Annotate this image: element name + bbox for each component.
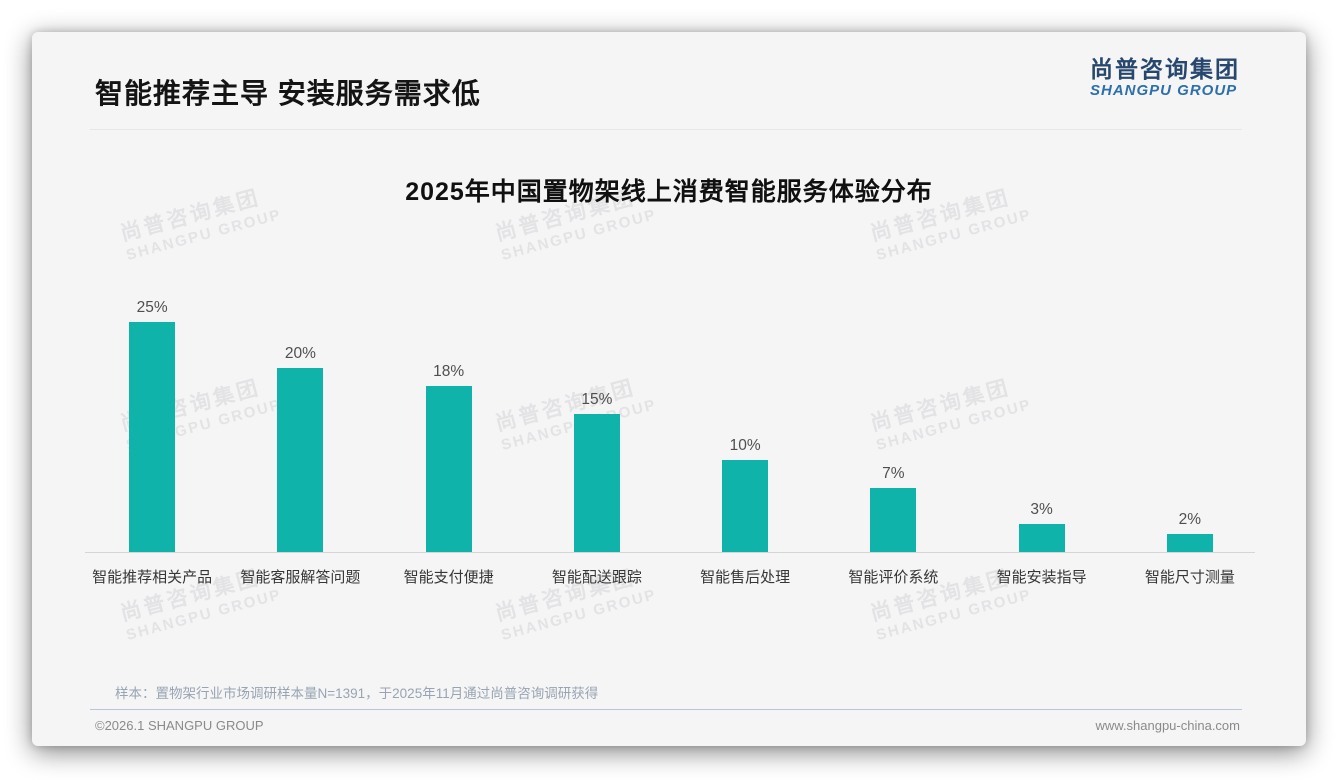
bar-area: 3% — [1018, 272, 1065, 552]
bar — [425, 386, 472, 552]
bar-area: 2% — [1166, 272, 1213, 552]
header-divider — [90, 129, 1242, 130]
bar-column: 3% 智能安装指导 — [968, 272, 1116, 587]
page-title: 智能推荐主导 安装服务需求低 — [95, 78, 481, 109]
category-label: 智能尺寸测量 — [1144, 569, 1235, 586]
bar-column: 2% 智能尺寸测量 — [1116, 272, 1264, 587]
bar — [1166, 533, 1213, 552]
slide-card: 尚普咨询集团 SHANGPU GROUP 尚普咨询集团 SHANGPU GROUP 尚普… — [32, 32, 1306, 746]
bar-chart: 25% 智能推荐相关产品 20% 智能客服解答问题 18% 智能支付便捷 15% 智能配送跟踪… — [78, 272, 1264, 587]
sample-note: 样本：置物架行业市场调研样本量N=1391，于2025年11月通过尚普咨询调研获… — [115, 686, 599, 701]
bar-area: 10% — [722, 272, 769, 552]
bar — [870, 487, 917, 552]
brand-logo-chinese: 尚普咨询集团 — [1090, 56, 1240, 82]
bar — [129, 322, 176, 552]
bar-value-label: 25% — [136, 299, 168, 316]
bar-column: 25% 智能推荐相关产品 — [78, 272, 226, 587]
watermark-line2: SHANGPU GROUP — [874, 206, 1034, 264]
bar — [573, 414, 620, 552]
bar-area: 25% — [129, 272, 176, 552]
bar-value-label: 3% — [1030, 501, 1053, 519]
category-label: 智能支付便捷 — [403, 569, 494, 586]
bar-value-label: 15% — [581, 391, 613, 408]
category-label: 智能售后处理 — [700, 569, 791, 586]
footer-bar: ©2026.1 SHANGPU GROUP www.shangpu-china.… — [95, 718, 1240, 733]
bar-value-label: 10% — [729, 437, 761, 454]
chart-title: 2025年中国置物架线上消费智能服务体验分布 — [405, 178, 933, 206]
bar-column: 10% 智能售后处理 — [671, 272, 819, 587]
bar-area: 20% — [277, 272, 324, 552]
footer-divider — [90, 709, 1242, 710]
bar-value-label: 7% — [882, 464, 905, 482]
bar-value-label: 18% — [433, 363, 465, 381]
watermark-line2: SHANGPU GROUP — [874, 586, 1034, 644]
bar — [1018, 524, 1065, 552]
copyright-text: ©2026.1 SHANGPU GROUP — [95, 718, 264, 733]
website-text: www.shangpu-china.com — [1095, 718, 1240, 733]
brand-logo-english: SHANGPU GROUP — [1090, 82, 1238, 100]
watermark-line2: SHANGPU GROUP — [499, 586, 659, 644]
bar-column: 7% 智能评价系统 — [819, 272, 967, 587]
bar-area: 18% — [425, 272, 472, 552]
category-label: 智能配送跟踪 — [551, 569, 642, 586]
bar-column: 15% 智能配送跟踪 — [523, 272, 671, 587]
x-axis-line — [85, 552, 1255, 553]
bar-value-label: 20% — [284, 345, 316, 362]
bar — [722, 460, 769, 552]
bar-area: 15% — [573, 272, 620, 552]
category-label: 智能客服解答问题 — [240, 569, 361, 586]
watermark-line2: SHANGPU GROUP — [499, 206, 659, 264]
category-label: 智能评价系统 — [848, 569, 939, 586]
bar-area: 7% — [870, 272, 917, 552]
category-label: 智能推荐相关产品 — [92, 569, 213, 586]
bar-value-label: 2% — [1178, 510, 1202, 528]
bar-column: 18% 智能支付便捷 — [375, 272, 523, 587]
brand-logo: 尚普咨询集团 SHANGPU GROUP — [1090, 56, 1240, 99]
bar-column: 20% 智能客服解答问题 — [226, 272, 374, 587]
category-label: 智能安装指导 — [996, 569, 1087, 586]
watermark-line2: SHANGPU GROUP — [124, 586, 284, 644]
watermark-line2: SHANGPU GROUP — [124, 206, 284, 264]
bar — [277, 368, 324, 552]
